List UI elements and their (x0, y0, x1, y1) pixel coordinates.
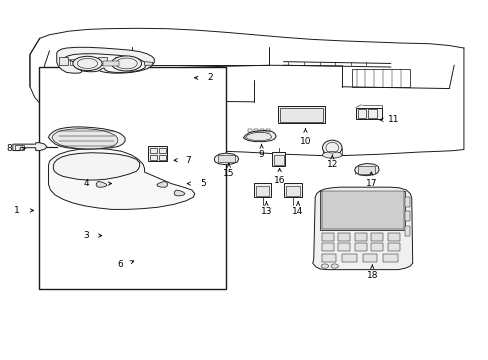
Text: 13: 13 (260, 207, 272, 216)
Polygon shape (96, 181, 107, 187)
Text: 12: 12 (326, 161, 337, 170)
Text: 8: 8 (6, 144, 12, 153)
Polygon shape (144, 62, 153, 65)
Bar (284, 183, 301, 197)
Bar (405, 197, 409, 207)
Ellipse shape (330, 264, 338, 268)
Polygon shape (214, 153, 238, 165)
Bar (158, 148, 165, 153)
Bar (321, 254, 335, 262)
Bar (273, 155, 283, 165)
Bar (254, 129, 258, 132)
Ellipse shape (321, 264, 328, 268)
Bar (351, 69, 409, 87)
Polygon shape (48, 127, 125, 149)
Bar (354, 243, 366, 251)
Polygon shape (48, 148, 194, 210)
Polygon shape (245, 132, 271, 140)
Text: 1: 1 (14, 206, 20, 215)
Bar (405, 226, 409, 235)
Bar (254, 183, 271, 197)
Bar (98, 57, 107, 65)
Bar (382, 254, 397, 262)
Ellipse shape (322, 140, 341, 155)
Ellipse shape (73, 56, 102, 71)
Bar (115, 57, 124, 65)
Bar (355, 108, 382, 119)
Polygon shape (53, 153, 140, 180)
Bar (321, 192, 403, 229)
Bar (405, 211, 409, 221)
Bar (277, 106, 325, 123)
Bar (248, 129, 252, 132)
Bar (256, 186, 269, 196)
Text: 18: 18 (366, 270, 377, 279)
Bar (39, 67, 226, 289)
Text: 11: 11 (386, 115, 398, 124)
Bar (337, 233, 349, 241)
Bar (341, 254, 356, 262)
Bar (387, 243, 399, 251)
Bar (137, 78, 176, 98)
Bar (150, 148, 157, 153)
Polygon shape (157, 181, 167, 187)
Text: 16: 16 (273, 176, 285, 185)
Text: 3: 3 (83, 231, 89, 240)
Bar (286, 186, 299, 196)
Bar (217, 155, 234, 162)
Polygon shape (174, 190, 184, 196)
Bar (321, 243, 333, 251)
Text: 5: 5 (200, 179, 205, 188)
Bar (279, 108, 323, 122)
Polygon shape (312, 187, 412, 270)
Text: 6: 6 (117, 260, 123, 269)
Bar (320, 191, 405, 230)
Bar (370, 233, 383, 241)
Bar (150, 155, 157, 160)
Bar (321, 233, 333, 241)
Polygon shape (13, 143, 47, 150)
Polygon shape (354, 163, 378, 176)
Bar (357, 166, 374, 174)
Text: 7: 7 (185, 156, 191, 165)
Polygon shape (52, 129, 118, 149)
Bar (148, 146, 167, 161)
Text: 4: 4 (83, 179, 89, 188)
Bar (387, 233, 399, 241)
Polygon shape (57, 47, 154, 73)
Text: 15: 15 (223, 169, 234, 178)
Bar (59, 57, 68, 65)
Bar (70, 59, 76, 64)
Bar (370, 243, 383, 251)
Bar (362, 254, 376, 262)
Text: 2: 2 (207, 73, 213, 82)
Polygon shape (243, 131, 276, 141)
Bar (64, 130, 103, 146)
Polygon shape (64, 54, 146, 72)
Text: 14: 14 (292, 207, 303, 216)
Bar (357, 109, 366, 118)
Ellipse shape (111, 56, 142, 71)
Bar (265, 129, 269, 132)
Bar (337, 243, 349, 251)
Text: 17: 17 (365, 179, 376, 188)
Ellipse shape (322, 152, 341, 158)
Bar (15, 145, 24, 150)
Bar (354, 233, 366, 241)
Bar (271, 152, 285, 166)
Bar (260, 129, 264, 132)
Bar (103, 61, 119, 66)
Bar (158, 155, 165, 160)
Text: 9: 9 (258, 150, 264, 159)
Bar (367, 109, 376, 118)
Text: 10: 10 (299, 137, 310, 146)
